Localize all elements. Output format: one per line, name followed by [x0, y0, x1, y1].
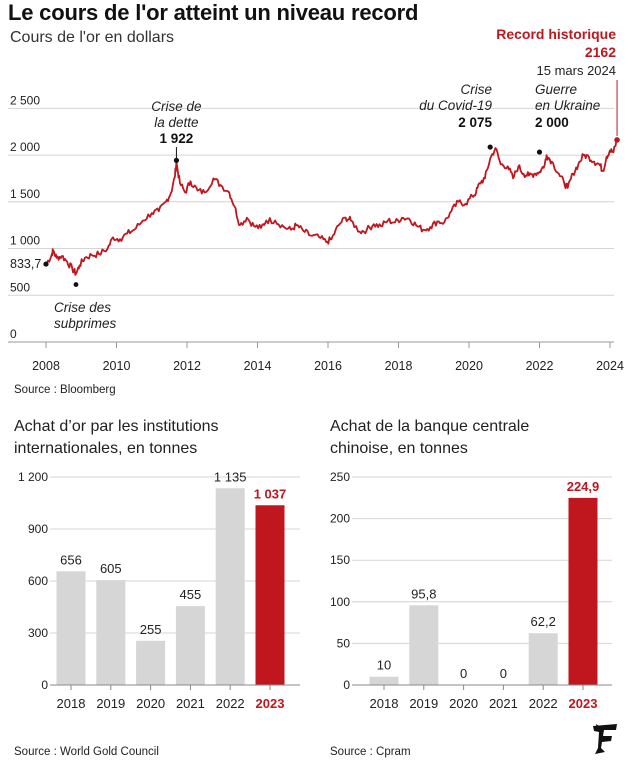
right-chart-value-label: 224,9: [567, 479, 600, 494]
left-chart-bar-2021: [175, 606, 205, 685]
line-x-tick-label: 2022: [526, 359, 554, 373]
left-chart-x-tick-label: 2020: [136, 696, 165, 711]
right-chart-x-tick-label: 2020: [449, 696, 478, 711]
line-x-tick-label: 2018: [385, 359, 413, 373]
left-chart-x-tick-label: 2018: [57, 696, 86, 711]
left-chart-value-label: 656: [60, 552, 82, 567]
right-chart-value-label: 0: [460, 666, 467, 681]
left-chart-value-label: 455: [180, 587, 202, 602]
annotation-debt-value: 1 922: [160, 131, 194, 146]
line-x-tick-label: 2024: [596, 359, 624, 373]
annotation-subprimes-label: Crise des: [54, 300, 111, 315]
annotation-dot-ukraine: [536, 149, 543, 155]
line-y-tick-label: 2 500: [10, 93, 40, 107]
line-x-tick-label: 2020: [455, 359, 483, 373]
right-chart-y-tick-label: 250: [330, 470, 350, 484]
annotation-debt-label: Crise de: [151, 99, 201, 114]
left-chart-x-tick-label: 2023: [256, 696, 285, 711]
right-chart-x-tick-label: 2018: [370, 696, 399, 711]
left-chart-y-tick-label: 300: [28, 626, 48, 640]
annotation-covid-label: du Covid-19: [419, 98, 492, 113]
annotation-subprimes-label: subprimes: [54, 316, 117, 331]
right-chart-bar-2018: [369, 676, 399, 685]
source-bloomberg: Source : Bloomberg: [14, 384, 116, 396]
line-x-tick-label: 2012: [173, 359, 201, 373]
annotation-record-value: 2162: [585, 44, 616, 60]
left-chart-value-label: 1 037: [254, 486, 287, 501]
annotation-covid-value: 2 075: [458, 115, 492, 130]
right-chart-bar-2019: [409, 605, 439, 685]
left-chart-value-label: 255: [140, 622, 162, 637]
right-chart-y-tick-label: 200: [330, 512, 350, 526]
left-chart-bar-2023: [255, 505, 285, 685]
annotation-debt-label: la dette: [154, 115, 198, 130]
left-chart-bar-2018: [56, 571, 86, 685]
annotation-ukraine-label: en Ukraine: [535, 98, 600, 113]
right-chart-value-label: 10: [377, 658, 391, 673]
right-panel-title-line-1: Achat de la banque centrale: [330, 418, 530, 435]
right-chart-value-label: 0: [500, 666, 507, 681]
line-series-gold-price: [45, 139, 618, 276]
right-chart-value-label: 95,8: [411, 586, 436, 601]
annotation-dot-subprimes: [73, 282, 79, 287]
le-figaro-logo: [593, 724, 617, 754]
line-x-tick-label: 2008: [32, 359, 60, 373]
left-chart-y-tick-label: 1 200: [18, 470, 48, 484]
line-y-tick-label: 1 500: [10, 187, 40, 201]
left-panel-title: Achat d’or par les institutions internat…: [14, 416, 219, 460]
annotation-covid-label: Crise: [460, 82, 492, 97]
right-chart-value-label: 62,2: [531, 614, 556, 629]
line-y-tick-label: 2 000: [10, 140, 40, 154]
annotation-ukraine-label: Guerre: [535, 82, 577, 97]
line-y-tick-label: 1 000: [10, 234, 40, 248]
right-chart-bar-2022: [528, 633, 558, 685]
right-chart-x-tick-label: 2019: [409, 696, 438, 711]
annotation-dot-covid: [487, 144, 493, 150]
line-y-tick-label: 500: [10, 280, 30, 294]
right-chart-y-tick-label: 50: [337, 636, 351, 650]
right-panel-title-line-2: chinoise, en tonnes: [330, 440, 468, 457]
left-chart-bar-2019: [96, 580, 126, 685]
right-chart-y-tick-label: 150: [330, 553, 350, 567]
left-chart-value-label: 1 135: [214, 469, 247, 484]
left-chart-y-tick-label: 600: [28, 574, 48, 588]
line-x-tick-label: 2016: [314, 359, 342, 373]
annotation-ukraine-value: 2 000: [535, 115, 569, 130]
line-x-tick-label: 2010: [103, 359, 131, 373]
right-chart-y-tick-label: 100: [330, 595, 350, 609]
left-chart-x-tick-label: 2019: [96, 696, 125, 711]
left-chart-x-tick-label: 2021: [176, 696, 205, 711]
annotation-dot-record: [614, 137, 620, 143]
left-chart-bar-2022: [215, 488, 245, 685]
right-chart-x-tick-label: 2022: [529, 696, 558, 711]
left-panel-title-line-2: internationales, en tonnes: [14, 440, 198, 457]
source-world-gold-council: Source : World Gold Council: [14, 746, 159, 758]
left-panel-title-line-1: Achat d’or par les institutions: [14, 418, 219, 435]
annotation-dot-start: [43, 261, 49, 267]
annotation-record-label: Record historique: [496, 26, 616, 42]
right-chart-x-tick-label: 2023: [569, 696, 598, 711]
right-chart-x-tick-label: 2021: [489, 696, 518, 711]
line-y-tick-label: 0: [10, 327, 17, 341]
page-subtitle: Cours de l'or en dollars: [10, 29, 175, 46]
line-x-tick-label: 2014: [244, 359, 272, 373]
left-chart-bar-2020: [136, 640, 166, 685]
annotation-dot-debt: [173, 157, 180, 163]
left-chart-y-tick-label: 0: [41, 678, 48, 692]
right-chart-bar-2023: [568, 497, 598, 685]
annotation-start-value: 833,7: [10, 257, 41, 271]
right-panel-title: Achat de la banque centrale chinoise, en…: [330, 416, 529, 460]
source-cpram: Source : Cpram: [330, 746, 411, 758]
page-title: Le cours de l'or atteint un niveau recor…: [8, 0, 419, 25]
left-chart-x-tick-label: 2022: [216, 696, 245, 711]
annotation-record-date: 15 mars 2024: [537, 63, 617, 78]
right-chart-y-tick-label: 0: [343, 678, 350, 692]
left-chart-value-label: 605: [100, 561, 122, 576]
left-chart-y-tick-label: 900: [28, 522, 48, 536]
